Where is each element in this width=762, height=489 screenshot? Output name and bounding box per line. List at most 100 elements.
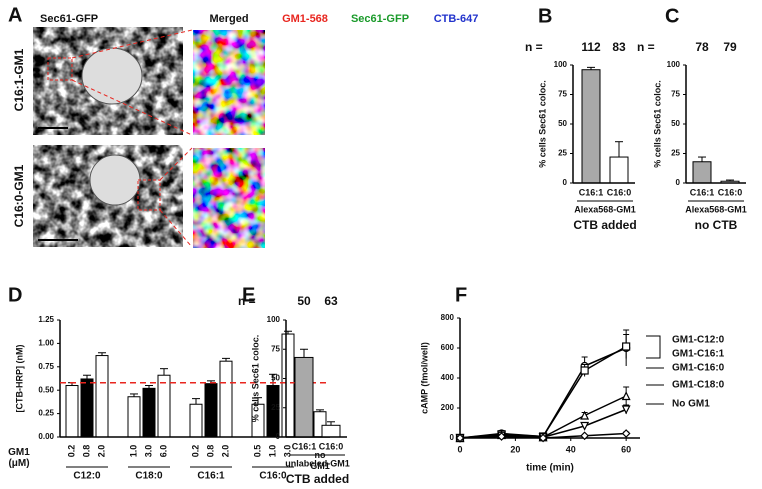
column-label: CTB-647 [434, 13, 479, 25]
panel-letter: C [665, 5, 679, 27]
y-tick-label: 400 [441, 373, 455, 382]
y-tick-label: 1.00 [38, 339, 54, 348]
condition-note: no CTB [695, 218, 738, 232]
y-tick-label: 0 [676, 178, 681, 187]
panel-letter: F [455, 284, 467, 306]
y-tick-label: 25 [271, 403, 280, 412]
y-tick-label: 75 [671, 90, 680, 99]
x-tick-label: C16:0 [319, 441, 344, 451]
legend-label: GM1-C18:0 [672, 380, 725, 391]
group-label: C12:0 [73, 471, 101, 482]
y-tick-label: 0.75 [38, 362, 54, 371]
x-tick-label: 20 [510, 444, 520, 454]
channel-tile [345, 30, 415, 135]
n-value: 50 [297, 294, 311, 308]
column-label: Sec61-GFP [351, 13, 409, 25]
bar [692, 161, 712, 184]
y-tick-label: 25 [558, 149, 567, 158]
bar [581, 69, 601, 184]
x-tick-label: 6.0 [158, 445, 168, 458]
x-tick-label: 0.2 [190, 445, 200, 458]
column-label: Merged [209, 13, 248, 25]
n-value: 112 [581, 40, 601, 54]
channel-tile [420, 30, 492, 135]
n-value: 83 [612, 40, 626, 54]
n-value: 78 [695, 40, 709, 54]
x-tick-label: 1.0 [267, 445, 277, 458]
merged-tile [193, 30, 265, 135]
y-tick-label: 600 [441, 343, 455, 352]
x-tick-label: 60 [621, 444, 631, 454]
x-axis-label: Alexa568-GM1 [685, 204, 747, 214]
x-tick-label: 0.5 [252, 445, 262, 458]
y-axis-label: % cells Sec61 coloc. [652, 80, 662, 168]
panel-letter: A [8, 4, 22, 26]
bar [95, 355, 109, 438]
bar [219, 360, 233, 438]
nucleus [89, 154, 141, 206]
bar [65, 385, 79, 438]
marker [538, 433, 548, 443]
x-tick-label: 0.8 [81, 445, 91, 458]
series-line [459, 395, 627, 439]
legend-label: GM1-C16:0 [672, 363, 725, 374]
condition-note: CTB added [286, 472, 349, 486]
channel-tile [270, 30, 340, 135]
bar [127, 396, 141, 438]
x-tick-label: 0 [457, 444, 462, 454]
channel-tile [345, 148, 415, 248]
y-tick-label: 0.50 [38, 385, 54, 394]
marker [580, 410, 590, 420]
x-tick-label: 3.0 [143, 445, 153, 458]
y-tick-label: 50 [671, 119, 680, 128]
group-label: C16:0 [259, 471, 287, 482]
zoom-box [137, 179, 161, 211]
y-tick-label: 25 [671, 149, 680, 158]
image-title: Sec61-GFP [40, 13, 98, 25]
zoom-line [159, 147, 193, 181]
x-tick-label: C16:0 [718, 187, 743, 197]
y-tick-label: 0 [450, 433, 455, 442]
y-axis-label: % cells Sec61 coloc. [537, 80, 547, 168]
group-label: no GM1 [310, 450, 330, 471]
panel-letter: B [538, 5, 552, 27]
x-tick-label: C16:0 [607, 187, 632, 197]
y-tick-label: 0.25 [38, 409, 54, 418]
zoom-line [159, 209, 193, 248]
n-label: n = [637, 40, 655, 54]
y-tick-label: 100 [667, 60, 681, 69]
legend-label: GM1-C12:0 [672, 335, 725, 346]
x-tick-label: C16:1 [690, 187, 715, 197]
x-axis-label: unlabeled-GM1 [285, 458, 350, 468]
marker [621, 391, 631, 401]
marker [455, 433, 465, 443]
x-tick-label: 40 [566, 444, 576, 454]
x-tick-label: C16:1 [292, 441, 317, 451]
n-value: 63 [324, 294, 338, 308]
column-label: GM1-568 [282, 13, 328, 25]
y-tick-label: 50 [271, 374, 280, 383]
x-tick-label: 0.8 [205, 445, 215, 458]
x-tick-label: 1.0 [128, 445, 138, 458]
y-axis-label: % cells Sec61 coloc. [250, 335, 260, 423]
marker [580, 366, 589, 375]
marker [580, 421, 590, 431]
x-axis-label: time (min) [526, 463, 574, 474]
bar [157, 374, 171, 438]
y-tick-label: 100 [267, 315, 281, 324]
y-axis-label: [CTB-HRP] (nM) [14, 345, 24, 413]
marker [621, 405, 631, 415]
y-tick-label: 200 [441, 403, 455, 412]
y-tick-label: 0 [563, 178, 568, 187]
bar [294, 356, 314, 438]
row-label: C16:1-GM1 [12, 48, 26, 111]
group-label: C18:0 [135, 471, 163, 482]
n-value: 79 [723, 40, 737, 54]
panel-letter: D [8, 284, 22, 306]
bar [321, 424, 341, 438]
legend-label: GM1-C16:1 [672, 349, 725, 360]
y-tick-label: 100 [554, 60, 568, 69]
marker [580, 431, 589, 441]
legend-bracket [646, 335, 661, 359]
